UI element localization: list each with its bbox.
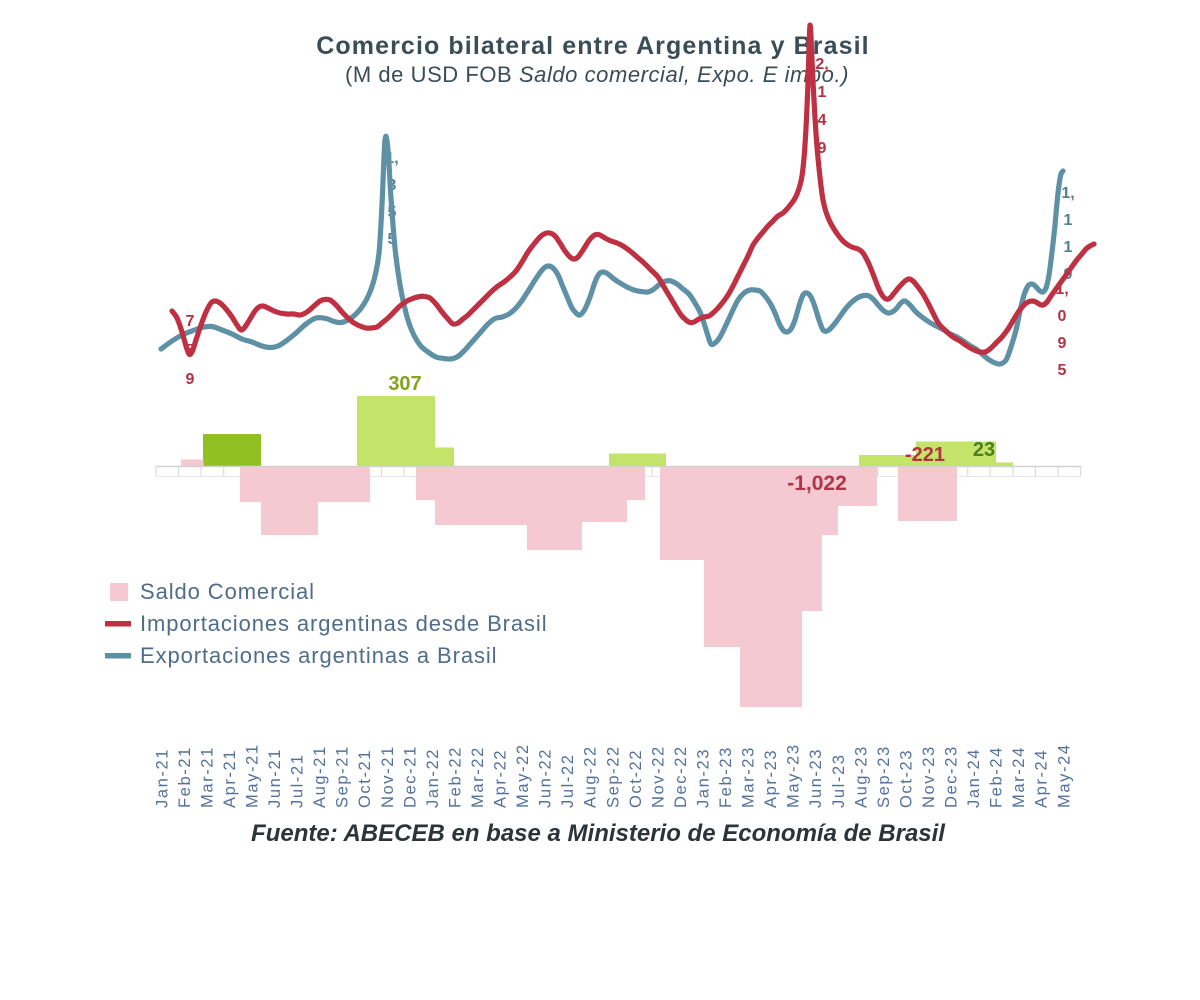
- svg-text:Mar-24: Mar-24: [1010, 746, 1028, 808]
- svg-text:1: 1: [1064, 239, 1073, 256]
- svg-text:Nov-22: Nov-22: [649, 745, 667, 808]
- svg-text:9: 9: [1058, 335, 1067, 352]
- svg-text:Oct-21: Oct-21: [356, 749, 374, 808]
- svg-text:9: 9: [818, 140, 827, 157]
- svg-text:Jan-23: Jan-23: [695, 748, 713, 808]
- svg-text:Feb-24: Feb-24: [988, 746, 1006, 808]
- svg-text:4: 4: [818, 112, 827, 129]
- svg-text:Fuente: ABECEB en base a Minis: Fuente: ABECEB en base a Ministerio de E…: [251, 820, 946, 847]
- svg-text:Aug-22: Aug-22: [582, 745, 600, 808]
- svg-text:Jun-21: Jun-21: [266, 748, 284, 808]
- svg-text:Nov-23: Nov-23: [920, 745, 938, 808]
- svg-text:Jun-22: Jun-22: [537, 748, 555, 808]
- svg-text:1,: 1,: [1061, 185, 1074, 202]
- svg-text:Nov-21: Nov-21: [379, 745, 397, 808]
- svg-text:Sep-23: Sep-23: [875, 745, 893, 808]
- svg-text:Jan-22: Jan-22: [424, 748, 442, 808]
- svg-text:307: 307: [388, 373, 421, 395]
- svg-text:May-24: May-24: [1055, 743, 1073, 808]
- svg-text:-1,022: -1,022: [787, 472, 847, 495]
- svg-text:Mar-21: Mar-21: [198, 746, 216, 808]
- svg-text:Mar-23: Mar-23: [740, 746, 758, 808]
- svg-text:Dec-22: Dec-22: [672, 745, 690, 808]
- svg-text:Jun-23: Jun-23: [807, 748, 825, 808]
- svg-text:Exportaciones argentinas a Bra: Exportaciones argentinas a Brasil: [140, 643, 497, 668]
- svg-text:Oct-23: Oct-23: [897, 749, 915, 808]
- svg-text:Dec-23: Dec-23: [943, 745, 961, 808]
- svg-text:May-22: May-22: [514, 743, 532, 808]
- svg-text:Importaciones argentinas desde: Importaciones argentinas desde Brasil: [140, 611, 548, 636]
- svg-text:Jul-21: Jul-21: [289, 753, 307, 808]
- svg-text:Feb-23: Feb-23: [717, 746, 735, 808]
- svg-text:0: 0: [1058, 308, 1067, 325]
- svg-text:May-23: May-23: [785, 743, 803, 808]
- svg-text:Dec-21: Dec-21: [401, 745, 419, 808]
- svg-text:Feb-22: Feb-22: [446, 746, 464, 808]
- svg-text:7: 7: [186, 313, 195, 330]
- svg-text:5: 5: [1058, 362, 1067, 379]
- svg-text:Oct-22: Oct-22: [627, 749, 645, 808]
- svg-text:Sep-21: Sep-21: [334, 745, 352, 808]
- svg-text:Jul-22: Jul-22: [559, 753, 577, 808]
- svg-text:Mar-22: Mar-22: [469, 746, 487, 808]
- svg-text:Apr-22: Apr-22: [492, 749, 510, 808]
- svg-text:(M de USD FOB Saldo comercial,: (M de USD FOB Saldo comercial, Expo. E i…: [345, 62, 849, 87]
- svg-text:Apr-21: Apr-21: [221, 749, 239, 808]
- svg-text:23: 23: [973, 439, 995, 461]
- svg-text:Aug-21: Aug-21: [311, 745, 329, 808]
- svg-text:-221: -221: [905, 444, 945, 466]
- svg-text:1: 1: [1064, 212, 1073, 229]
- svg-text:1: 1: [818, 84, 827, 101]
- svg-text:2,: 2,: [815, 56, 828, 73]
- svg-text:Apr-24: Apr-24: [1033, 749, 1051, 808]
- svg-text:Saldo Comercial: Saldo Comercial: [140, 579, 315, 604]
- svg-text:Jan-24: Jan-24: [965, 748, 983, 808]
- svg-text:Feb-21: Feb-21: [176, 746, 194, 808]
- svg-text:Comercio bilateral entre Argen: Comercio bilateral entre Argentina y Bra…: [316, 32, 869, 60]
- svg-text:Aug-23: Aug-23: [852, 745, 870, 808]
- svg-text:Jul-23: Jul-23: [830, 753, 848, 808]
- svg-text:Sep-22: Sep-22: [604, 745, 622, 808]
- svg-text:Jan-21: Jan-21: [153, 748, 171, 808]
- svg-text:May-21: May-21: [244, 743, 262, 808]
- svg-text:9: 9: [186, 371, 195, 388]
- svg-text:Apr-23: Apr-23: [762, 749, 780, 808]
